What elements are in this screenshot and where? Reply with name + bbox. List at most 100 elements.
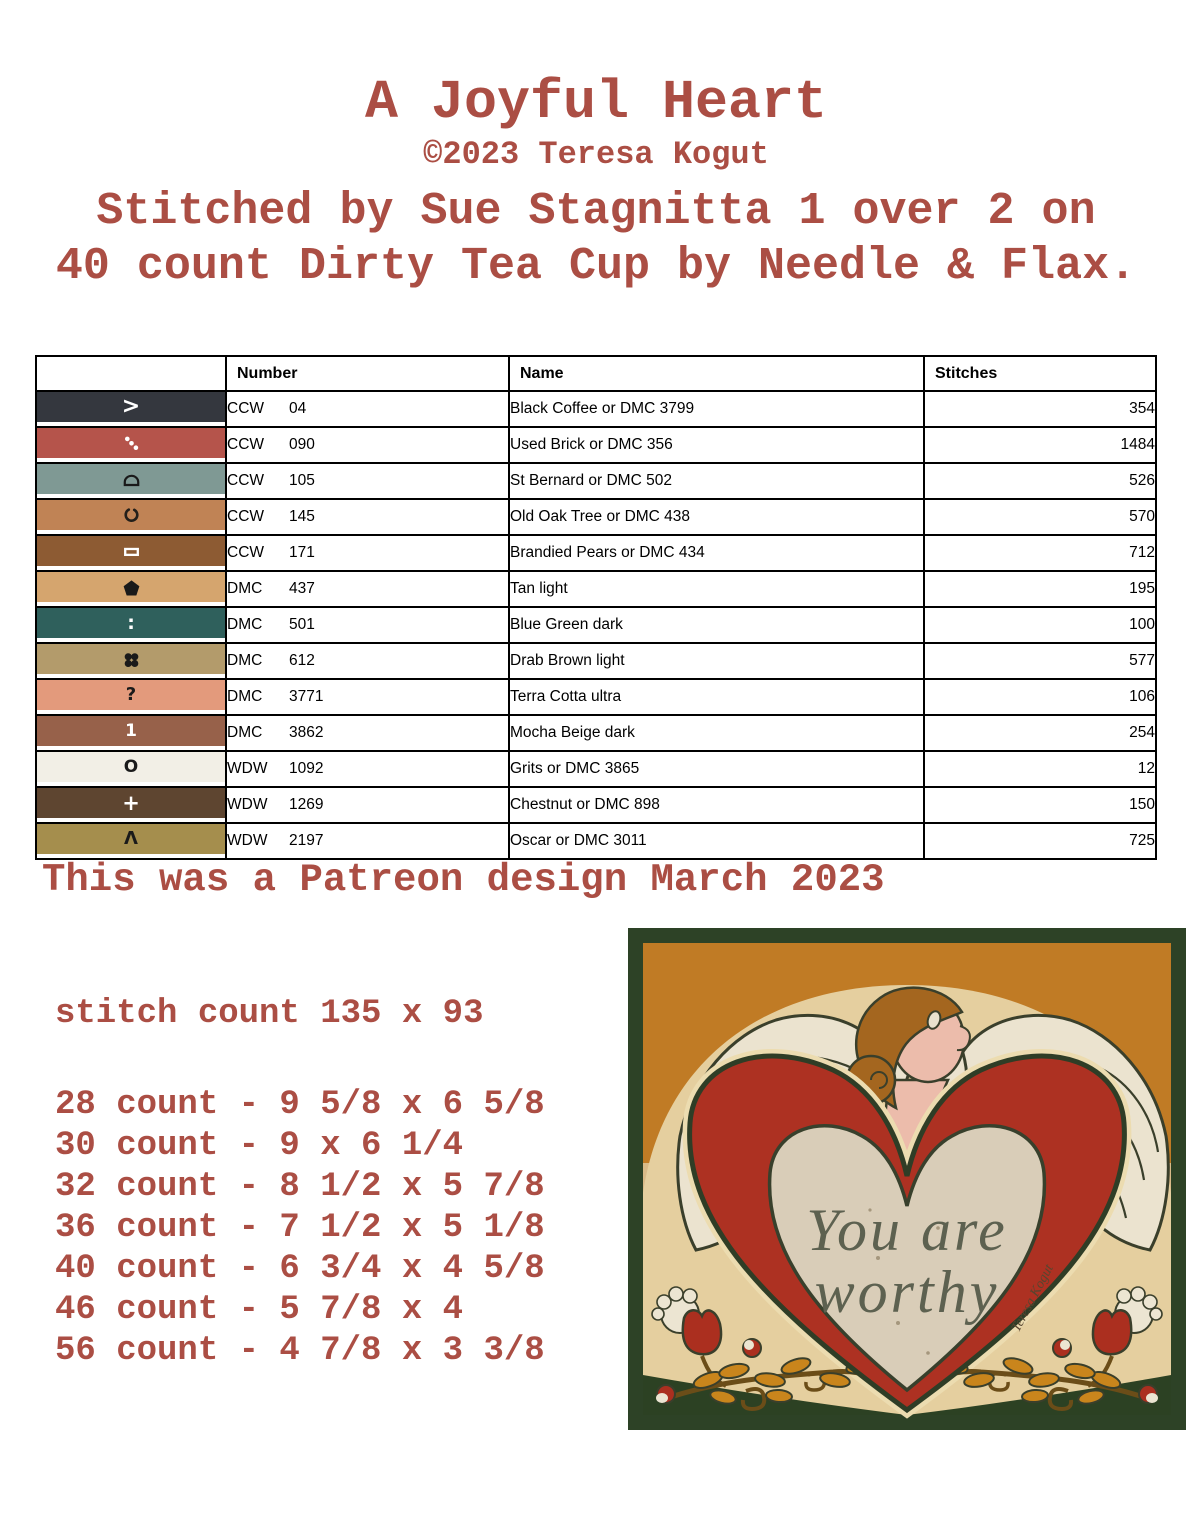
thread-brand: DMC	[227, 616, 263, 633]
symbol-cell: +	[35, 786, 227, 824]
symbol-cell	[35, 570, 227, 608]
stitch-symbol-hook	[123, 507, 139, 522]
color-swatch	[37, 464, 225, 494]
stitches-cell: 150	[923, 786, 1157, 824]
size-line: 28 count - 9 5/8 x 6 5/8	[55, 1086, 545, 1124]
symbol-cell: 1	[35, 714, 227, 752]
symbol-cell	[35, 462, 227, 500]
stitch-count-line: stitch count 135 x 93	[55, 995, 484, 1033]
thread-brand: CCW	[227, 436, 265, 453]
patreon-note: This was a Patreon design March 2023	[42, 858, 885, 902]
number-cell: DMC 612	[225, 642, 510, 680]
stitch-symbol-rect	[123, 547, 139, 556]
thread-table-header-row: Number Name Stitches	[35, 355, 1157, 392]
color-swatch: >	[37, 392, 225, 422]
thread-brand: WDW	[227, 796, 268, 813]
symbol-cell	[35, 642, 227, 680]
name-cell: Black Coffee or DMC 3799	[508, 390, 925, 428]
thread-brand: WDW	[227, 832, 268, 849]
name-cell: Grits or DMC 3865	[508, 750, 925, 788]
stitches-cell: 526	[923, 462, 1157, 500]
stitched-by-note: Stitched by Sue Stagnitta 1 over 2 on 40…	[0, 185, 1192, 295]
thread-brand: DMC	[227, 724, 263, 741]
size-line: 30 count - 9 x 6 1/4	[55, 1127, 464, 1165]
number-cell: WDW 1092	[225, 750, 510, 788]
color-swatch	[37, 644, 225, 674]
stitch-symbol: >	[121, 394, 141, 419]
stitch-symbol: Λ	[124, 828, 138, 849]
color-swatch	[37, 500, 225, 530]
color-swatch: 1	[37, 716, 225, 746]
symbol-cell	[35, 498, 227, 536]
name-cell: Drab Brown light	[508, 642, 925, 680]
thread-row: CCW 145 Old Oak Tree or DMC 438 570	[35, 498, 1157, 536]
stitches-cell: 12	[923, 750, 1157, 788]
size-line: 36 count - 7 1/2 x 5 1/8	[55, 1209, 545, 1247]
color-swatch: O	[37, 752, 225, 782]
name-cell: St Bernard or DMC 502	[508, 462, 925, 500]
thread-code: 171	[289, 544, 315, 561]
thread-row: O WDW 1092 Grits or DMC 3865 12	[35, 750, 1157, 788]
stitches-cell: 106	[923, 678, 1157, 716]
thread-table: Number Name Stitches > CCW 04 Black Coffee …	[35, 355, 1157, 860]
inner-heart	[767, 1124, 1047, 1393]
thread-row: > CCW 04 Black Coffee or DMC 3799 354	[35, 390, 1157, 428]
artwork-image: You are worthy Teresa Kogut	[628, 928, 1186, 1430]
stitched-by-line2: 40 count Dirty Tea Cup by Needle & Flax.	[55, 240, 1137, 292]
color-swatch	[37, 428, 225, 458]
thread-row: CCW 171 Brandied Pears or DMC 434 712	[35, 534, 1157, 572]
thread-code: 3862	[289, 724, 324, 741]
size-line: 56 count - 4 7/8 x 3 3/8	[55, 1332, 545, 1370]
stitches-cell: 712	[923, 534, 1157, 572]
thread-table-body: > CCW 04 Black Coffee or DMC 3799 354 CCW 090 U…	[35, 390, 1157, 860]
color-swatch	[37, 536, 225, 566]
number-cell: WDW 1269	[225, 786, 510, 824]
number-cell: DMC 437	[225, 570, 510, 608]
number-cell: CCW 090	[225, 426, 510, 464]
thread-code: 105	[289, 472, 315, 489]
thread-code: 2197	[289, 832, 324, 849]
number-cell: CCW 171	[225, 534, 510, 572]
stitched-by-line1: Stitched by Sue Stagnitta 1 over 2 on	[96, 185, 1096, 237]
stitch-symbol-diag-dots	[124, 436, 138, 450]
thread-brand: DMC	[227, 580, 263, 597]
color-swatch: +	[37, 788, 225, 818]
thread-code: 1092	[289, 760, 324, 777]
thread-brand: CCW	[227, 544, 265, 561]
name-cell: Mocha Beige dark	[508, 714, 925, 752]
thread-code: 1269	[289, 796, 324, 813]
thread-code: 04	[289, 400, 307, 417]
number-cell: CCW 105	[225, 462, 510, 500]
symbol-cell: >	[35, 390, 227, 428]
size-list: 28 count - 9 5/8 x 6 5/8 30 count - 9 x 6…	[55, 1085, 545, 1372]
thread-row: + WDW 1269 Chestnut or DMC 898 150	[35, 786, 1157, 824]
thread-code: 501	[289, 616, 315, 633]
stitches-cell: 254	[923, 714, 1157, 752]
number-cell: CCW 04	[225, 390, 510, 428]
size-line: 40 count - 6 3/4 x 4 5/8	[55, 1250, 545, 1288]
copyright-line: ©2023 Teresa Kogut	[423, 135, 769, 173]
thread-row: DMC 612 Drab Brown light 577	[35, 642, 1157, 680]
thread-row: Λ WDW 2197 Oscar or DMC 3011 725	[35, 822, 1157, 860]
thread-row: ? DMC 3771 Terra Cotta ultra 106	[35, 678, 1157, 716]
number-cell: DMC 3771	[225, 678, 510, 716]
thread-brand: CCW	[227, 400, 265, 417]
number-cell: DMC 3862	[225, 714, 510, 752]
stitch-symbol-pentagon	[123, 579, 139, 595]
stitch-symbol: +	[122, 790, 140, 815]
thread-code: 437	[289, 580, 315, 597]
stitches-cell: 354	[923, 390, 1157, 428]
thread-brand: WDW	[227, 760, 268, 777]
symbol-cell: ?	[35, 678, 227, 716]
thread-brand: DMC	[227, 688, 263, 705]
name-cell: Tan light	[508, 570, 925, 608]
name-column-header: Name	[508, 355, 925, 392]
thread-brand: CCW	[227, 472, 265, 489]
stitches-cell: 570	[923, 498, 1157, 536]
stitch-symbol: O	[123, 756, 139, 777]
name-cell: Blue Green dark	[508, 606, 925, 644]
page-header: A Joyful Heart ©2023 Teresa Kogut Stitch…	[0, 74, 1192, 295]
name-cell: Used Brick or DMC 356	[508, 426, 925, 464]
stitches-column-header: Stitches	[923, 355, 1157, 392]
